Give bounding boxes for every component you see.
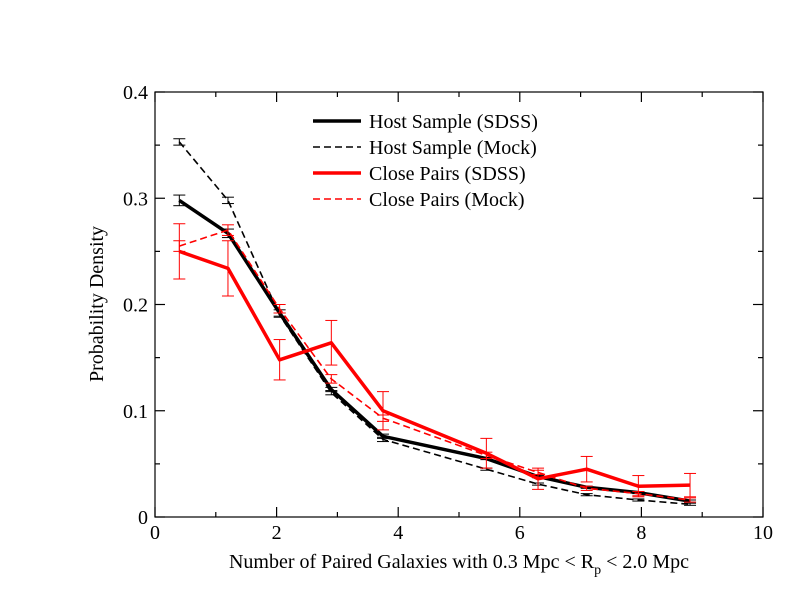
y-tick-label: 0.3: [123, 188, 148, 210]
y-tick-label: 0.2: [123, 295, 148, 317]
x-tick-label: 6: [515, 522, 525, 544]
x-axis-label-subscript: p: [594, 563, 601, 578]
series-line: [178, 249, 691, 488]
x-tick-label: 0: [150, 522, 160, 544]
series-line: [178, 198, 691, 503]
legend-label: Host Sample (Mock): [369, 137, 537, 159]
x-tick-label: 10: [753, 522, 773, 544]
axis-ticks: [154, 91, 764, 518]
legend-label: Host Sample (SDSS): [369, 111, 538, 133]
y-tick-label: 0.4: [123, 82, 148, 104]
x-tick-label: 8: [636, 522, 646, 544]
series-line: [178, 141, 691, 506]
series-1: [173, 194, 697, 503]
legend: Host Sample (SDSS) Host Sample (Mock) Clos…: [313, 111, 538, 211]
x-axis-label-main: Number of Paired Galaxies with 0.3 Mpc <…: [229, 551, 595, 573]
x-axis-label: Number of Paired Galaxies with 0.3 Mpc <…: [229, 551, 689, 578]
series-4: [173, 224, 697, 503]
plot-marks: [173, 138, 697, 506]
x-tick-label: 4: [393, 522, 403, 544]
series-line: [179, 229, 691, 501]
axis-tick-labels: 0 2 4 6 8 10 0 0.1 0.2 0.3 0.4: [123, 82, 773, 544]
y-axis-label: Probability Density: [86, 226, 108, 382]
legend-label: Close Pairs (Mock): [369, 189, 525, 211]
series-3: [173, 223, 697, 498]
x-tick-label: 2: [272, 522, 282, 544]
y-tick-label: 0: [138, 507, 148, 529]
legend-label: Close Pairs (SDSS): [369, 163, 526, 185]
x-axis-label-tail: < 2.0 Mpc: [601, 551, 689, 573]
y-tick-label: 0.1: [123, 401, 148, 423]
